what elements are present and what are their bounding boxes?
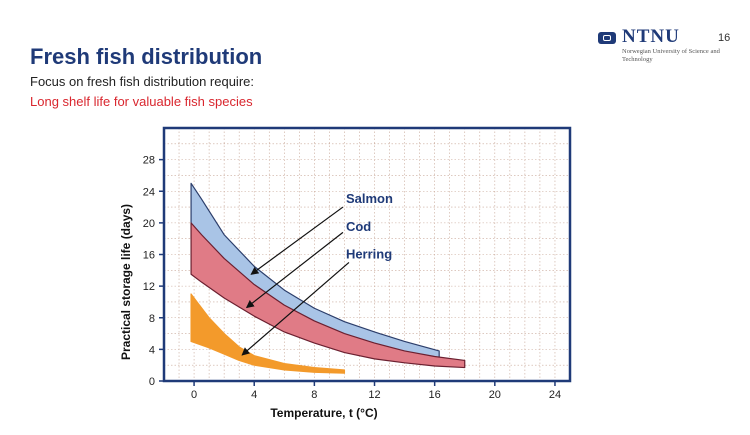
x-tick-label: 0 [191, 389, 197, 401]
slide-subtitle: Focus on fresh fish distribution require… [30, 74, 254, 89]
y-tick-label: 20 [143, 218, 155, 230]
x-tick-label: 8 [311, 389, 317, 401]
y-tick-label: 16 [143, 250, 155, 262]
slide-subtitle-highlight: Long shelf life for valuable fish specie… [30, 94, 253, 109]
x-tick-label: 20 [489, 389, 501, 401]
arrow-herring [241, 261, 350, 356]
arrow-cod [245, 231, 344, 309]
y-tick-label: 8 [149, 313, 155, 325]
y-axis-label: Practical storage life (days) [119, 204, 133, 360]
label-herring: Herring [346, 246, 392, 261]
label-cod: Cod [346, 219, 371, 234]
ntnu-logo-icon [598, 32, 616, 44]
x-tick-label: 4 [251, 389, 257, 401]
ntnu-logo: NTNU Norwegian University of Science and… [598, 26, 738, 68]
chart-annotations: Salmon Cod Herring [241, 191, 393, 356]
logo-name: NTNU [622, 26, 680, 47]
page-number: 16 [718, 32, 731, 44]
chart-ticks: 0 4 8 12 16 20 24 0 4 8 12 16 20 24 28 [143, 155, 561, 401]
y-tick-label: 28 [143, 155, 155, 167]
y-tick-label: 4 [149, 344, 155, 356]
y-tick-label: 24 [143, 186, 155, 198]
x-tick-label: 12 [368, 389, 380, 401]
chart-series [190, 182, 466, 374]
logo-subtitle: Norwegian University of Science and Tech… [622, 48, 720, 63]
slide-title: Fresh fish distribution [30, 44, 263, 69]
x-tick-label: 24 [549, 389, 561, 401]
arrow-salmon [250, 206, 344, 275]
band-cod [190, 222, 466, 369]
x-tick-label: 16 [429, 389, 441, 401]
y-tick-label: 12 [143, 281, 155, 293]
y-tick-label: 0 [149, 376, 155, 388]
label-salmon: Salmon [346, 191, 393, 206]
x-axis-label: Temperature, t (°C) [270, 406, 377, 420]
band-herring [190, 293, 346, 374]
